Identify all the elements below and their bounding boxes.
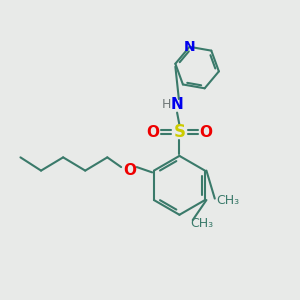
Text: O: O: [200, 125, 212, 140]
Text: N: N: [184, 40, 195, 54]
Text: O: O: [123, 163, 136, 178]
Text: O: O: [146, 125, 159, 140]
Text: CH₃: CH₃: [217, 194, 240, 207]
Text: N: N: [171, 97, 184, 112]
Text: S: S: [173, 123, 185, 141]
Text: H: H: [161, 98, 171, 111]
Text: CH₃: CH₃: [190, 217, 213, 230]
